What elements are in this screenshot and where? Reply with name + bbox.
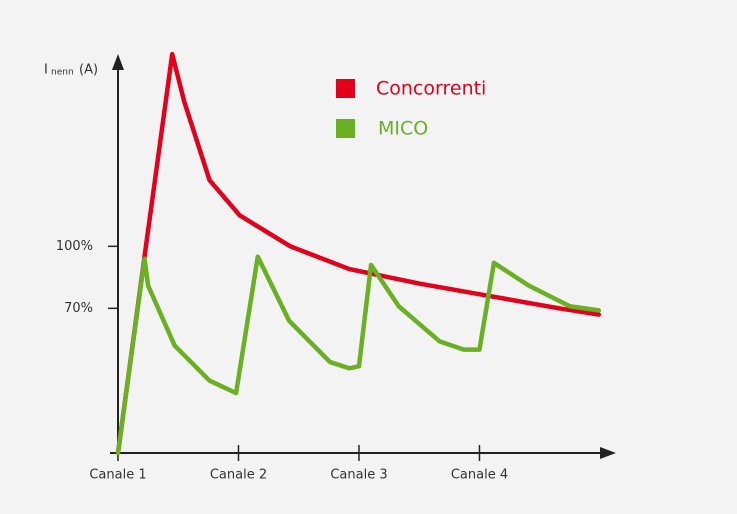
- y-label-unit: (A): [79, 63, 98, 78]
- y-axis-arrow: [112, 54, 124, 70]
- x-tick-label: Canale 3: [330, 468, 387, 483]
- legend-swatch: [336, 79, 355, 98]
- y-tick-label: 70%: [64, 301, 93, 316]
- x-tick-label: Canale 2: [210, 468, 267, 483]
- series-line: [115, 51, 601, 456]
- x-tick-label: Canale 1: [89, 468, 146, 483]
- series-line: [115, 254, 601, 456]
- x-axis-arrow: [600, 447, 616, 459]
- legend-label: MICO: [378, 118, 428, 140]
- x-tick-label: Canale 4: [451, 468, 508, 483]
- axes: [110, 54, 616, 459]
- legend-swatch: [336, 119, 355, 138]
- legend-label: Concorrenti: [376, 78, 486, 100]
- y-tick-label: 100%: [56, 239, 93, 254]
- y-label-subscript: nenn: [51, 68, 74, 78]
- y-label-symbol: I: [44, 63, 48, 78]
